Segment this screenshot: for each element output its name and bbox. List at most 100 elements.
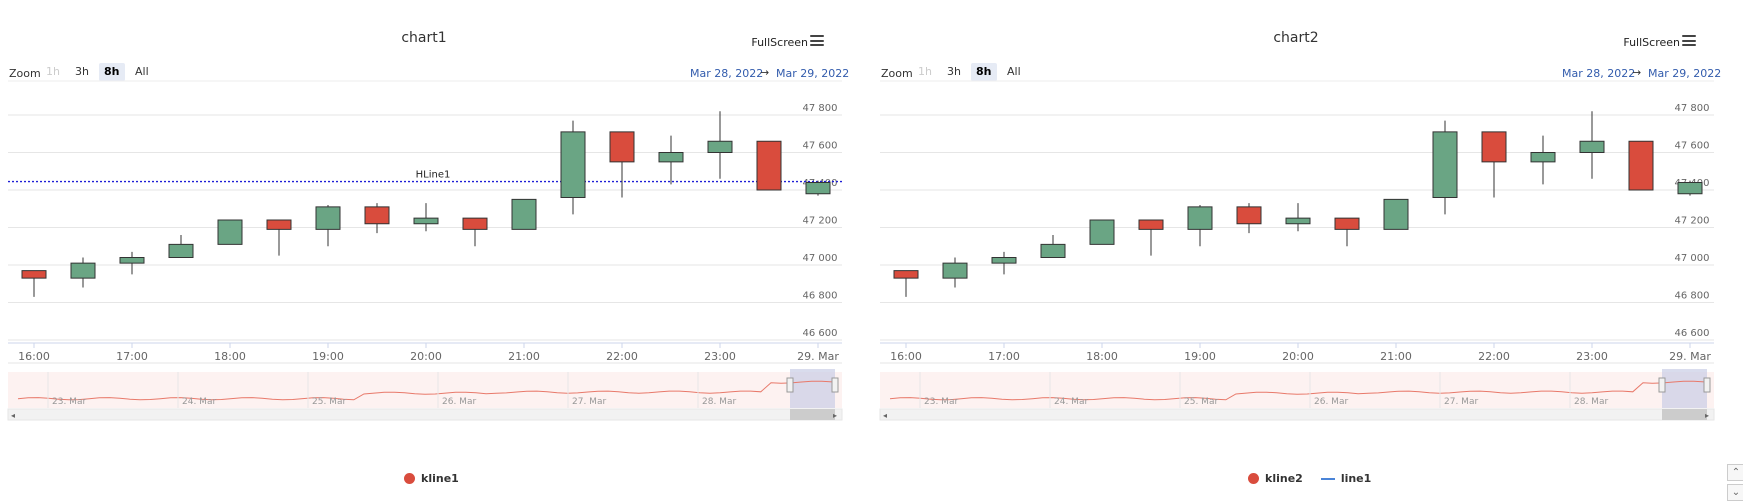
- candle-body: [1481, 131, 1507, 163]
- candle-body: [805, 182, 831, 195]
- scroll-right-icon: ▸: [833, 411, 837, 420]
- x-tick-label: 17:00: [116, 350, 148, 363]
- navigator-right-handle: [1703, 377, 1711, 393]
- x-tick-label: 23:00: [1576, 350, 1608, 363]
- range-to-input[interactable]: Mar 29, 2022: [1648, 67, 1722, 80]
- candle-body: [893, 270, 919, 279]
- navigator-tick-label: 25. Mar: [1184, 397, 1218, 407]
- candle-body: [756, 140, 782, 191]
- navigator-tick-label: 26. Mar: [1314, 397, 1348, 407]
- navigator-tick-label: 23. Mar: [924, 397, 958, 407]
- zoom-button-8h[interactable]: 8h: [99, 63, 125, 81]
- zoom-button-8h[interactable]: 8h: [971, 63, 997, 81]
- y-tick-label: 46 600: [1675, 328, 1710, 339]
- navigator-tick-label: 23. Mar: [52, 397, 86, 407]
- range-arrow: →: [760, 66, 770, 79]
- navigator-series-line: [17, 380, 833, 401]
- candle-body: [1089, 219, 1115, 245]
- y-tick-label: 47 000: [1675, 253, 1710, 264]
- navigator-tick-label: 24. Mar: [1054, 397, 1088, 407]
- hamburger-menu-icon[interactable]: [810, 35, 824, 46]
- candle-body: [511, 198, 537, 230]
- navigator-left-handle: [1658, 377, 1666, 393]
- scroll-down-icon[interactable]: ⌄: [1727, 484, 1743, 501]
- x-tick-label: 23:00: [704, 350, 736, 363]
- x-tick-label: 20:00: [1282, 350, 1314, 363]
- zoom-button-all[interactable]: All: [135, 65, 149, 78]
- scrollbar-thumb: [790, 409, 835, 420]
- candle-body: [560, 131, 586, 198]
- candle-body: [462, 217, 488, 230]
- fullscreen-button[interactable]: FullScreen: [751, 36, 808, 49]
- legend-item-line1[interactable]: line1: [1340, 472, 1372, 485]
- candle-body: [1530, 152, 1556, 163]
- navigator-tick-label: 27. Mar: [572, 397, 606, 407]
- y-tick-label: 47 800: [803, 103, 838, 114]
- y-tick-label: 47 200: [803, 216, 838, 227]
- chart-panel-1: chart1 FullScreen Zoom 1h 3h 8h All Mar …: [0, 0, 860, 501]
- zoom-button-1h[interactable]: 1h: [918, 65, 932, 78]
- legend-marker-icon: [1248, 473, 1259, 484]
- candle-body: [609, 131, 635, 163]
- x-tick-label: 20:00: [410, 350, 442, 363]
- scroll-left-icon: ◂: [883, 411, 887, 420]
- candle-body: [1677, 182, 1703, 195]
- x-tick-label: 18:00: [1086, 350, 1118, 363]
- x-tick-label: 16:00: [18, 350, 50, 363]
- scroll-up-icon[interactable]: ⌃: [1727, 464, 1743, 481]
- y-tick-label: 46 800: [1675, 291, 1710, 302]
- candle-body: [168, 243, 194, 258]
- x-tick-label: 17:00: [988, 350, 1020, 363]
- zoom-button-1h[interactable]: 1h: [46, 65, 60, 78]
- zoom-button-all[interactable]: All: [1007, 65, 1021, 78]
- navigator-tick-label: 28. Mar: [1574, 397, 1608, 407]
- candle-body: [991, 257, 1017, 264]
- candle-body: [119, 257, 145, 264]
- y-tick-label: 46 600: [803, 328, 838, 339]
- navigator-tick-label: 27. Mar: [1444, 397, 1478, 407]
- chart-title: chart1: [401, 30, 447, 46]
- range-to-input[interactable]: Mar 29, 2022: [776, 67, 850, 80]
- y-tick-label: 46 800: [803, 291, 838, 302]
- legend-marker-icon: [404, 473, 415, 484]
- candle-body: [21, 270, 47, 279]
- hamburger-menu-icon[interactable]: [1682, 35, 1696, 46]
- x-tick-label: 16:00: [890, 350, 922, 363]
- scrollbar-track: [879, 408, 1715, 421]
- range-from-input[interactable]: Mar 28, 2022: [1562, 67, 1636, 80]
- x-tick-label: 19:00: [312, 350, 344, 363]
- navigator-series-line: [889, 380, 1705, 401]
- candle-body: [1432, 131, 1458, 198]
- zoom-button-3h[interactable]: 3h: [75, 65, 89, 78]
- legend-item-kline2[interactable]: kline2: [1265, 472, 1303, 485]
- candle-body: [1285, 217, 1311, 225]
- candle-body: [1040, 243, 1066, 258]
- candle-body: [1187, 206, 1213, 230]
- y-tick-label: 47 600: [803, 141, 838, 152]
- candle-body: [707, 140, 733, 153]
- y-tick-label: 47 000: [803, 253, 838, 264]
- navigator-background: [8, 372, 842, 408]
- x-tick-label: 22:00: [1478, 350, 1510, 363]
- x-tick-label: 21:00: [508, 350, 540, 363]
- y-tick-label: 47 200: [1675, 216, 1710, 227]
- x-tick-label: 29. Mar: [797, 350, 839, 363]
- range-from-input[interactable]: Mar 28, 2022: [690, 67, 764, 80]
- candle-body: [413, 217, 439, 225]
- page-scroll-arrows: ⌃ ⌄: [1727, 464, 1743, 504]
- zoom-label: Zoom: [9, 67, 41, 80]
- fullscreen-button[interactable]: FullScreen: [1623, 36, 1680, 49]
- candle-body: [217, 219, 243, 245]
- scrollbar-track: [7, 408, 843, 421]
- legend-item-kline1[interactable]: kline1: [421, 472, 459, 485]
- candle-body: [1138, 219, 1164, 230]
- navigator-background: [880, 372, 1714, 408]
- candle-body: [658, 152, 684, 163]
- x-tick-label: 19:00: [1184, 350, 1216, 363]
- candle-body: [70, 262, 96, 279]
- x-tick-label: 22:00: [606, 350, 638, 363]
- zoom-button-3h[interactable]: 3h: [947, 65, 961, 78]
- navigator-tick-label: 28. Mar: [702, 397, 736, 407]
